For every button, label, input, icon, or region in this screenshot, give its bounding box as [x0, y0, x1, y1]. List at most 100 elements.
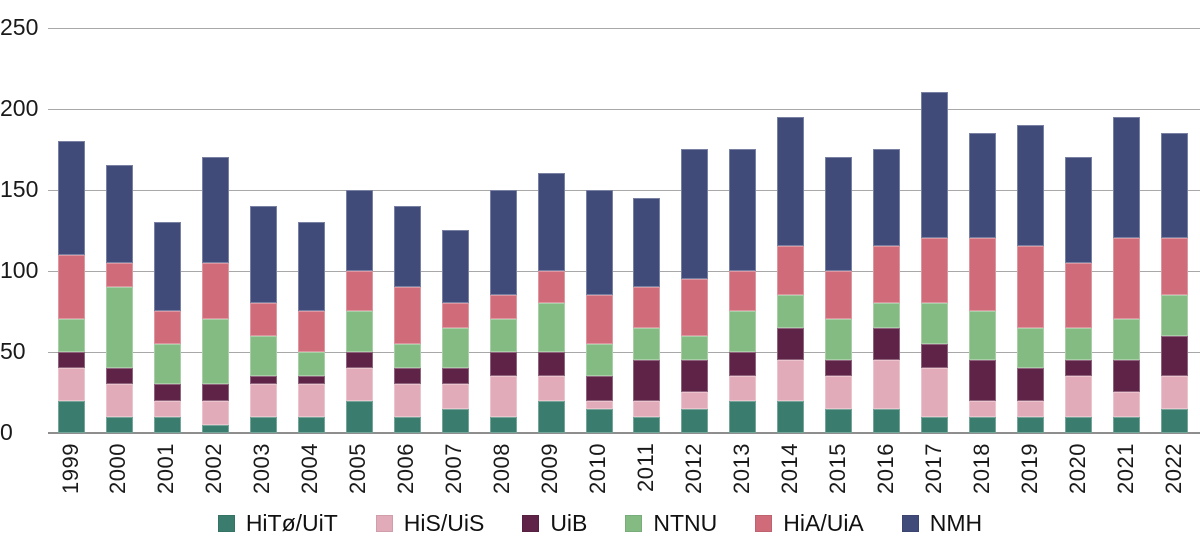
bar-segment-2014-NTNU [777, 295, 805, 328]
x-tick-label-1999: 1999 [57, 443, 83, 494]
y-tick-label-150: 150 [0, 175, 39, 202]
bar-segment-2002-NTNU [201, 319, 229, 385]
x-tick-label-2001: 2001 [153, 443, 179, 494]
bar-segment-2015-NMH [825, 157, 853, 271]
bar-segment-2009-HiA/UiA [537, 270, 565, 304]
bar-segment-2013-NTNU [729, 311, 757, 352]
bar-segment-2012-HiTø/UiT [681, 408, 709, 433]
legend-item-HiA/UiA: HiA/UiA [755, 512, 864, 535]
bar-segment-2018-HiTø/UiT [969, 416, 997, 433]
bar-segment-2002-HiS/UiS [201, 400, 229, 425]
bar-segment-2020-UiB [1065, 360, 1093, 377]
bar-segment-2005-HiTø/UiT [345, 400, 373, 433]
bar-segment-2019-NMH [1017, 124, 1045, 247]
bar-segment-2003-NTNU [249, 335, 277, 377]
bar-segment-2004-HiS/UiS [297, 384, 325, 417]
bar-segment-2011-HiS/UiS [633, 400, 661, 417]
bar-segment-2017-NTNU [921, 303, 949, 344]
bar-segment-2009-HiS/UiS [537, 376, 565, 401]
legend-item-HiS/UiS: HiS/UiS [375, 510, 485, 536]
bar-segment-2019-HiTø/UiT [1017, 416, 1045, 433]
legend-label: UiB [550, 510, 588, 536]
bar-segment-2017-NMH [921, 92, 949, 239]
legend-label: HiTø/UiT [245, 510, 338, 536]
legend-swatch-icon [755, 515, 773, 532]
bar-segment-2013-NMH [729, 149, 757, 271]
bar-segment-2005-HiA/UiA [345, 270, 373, 312]
x-tick-label-2013: 2013 [728, 443, 754, 494]
bar-segment-2002-HiA/UiA [201, 262, 229, 320]
bar-segment-2003-HiTø/UiT [249, 416, 277, 433]
bar-segment-2009-NTNU [537, 303, 565, 352]
bar-segment-2016-HiTø/UiT [873, 408, 901, 433]
bar-segment-2004-NTNU [297, 351, 325, 377]
bar-segment-2016-NMH [873, 149, 901, 247]
legend-item-UiB: UiB [522, 512, 587, 535]
x-tick-label-2015: 2015 [824, 443, 850, 494]
bar-segment-2022-UiB [1161, 335, 1188, 377]
x-tick-label-2003: 2003 [249, 443, 275, 494]
x-tick-label-2016: 2016 [872, 443, 898, 494]
bar-segment-2007-NMH [441, 230, 469, 304]
x-tick-label-2006: 2006 [393, 443, 419, 494]
bar-segment-2002-UiB [201, 384, 229, 401]
bar-segment-2016-HiA/UiA [873, 246, 901, 304]
legend-label: NTNU [653, 510, 718, 536]
bar-segment-2018-UiB [969, 360, 997, 401]
bar-segment-2011-HiTø/UiT [633, 416, 661, 433]
bar-segment-2007-HiS/UiS [441, 384, 469, 409]
bar-segment-2003-NMH [249, 205, 277, 304]
bar-segment-2001-HiS/UiS [153, 400, 181, 417]
bar-segment-2017-HiTø/UiT [921, 416, 949, 433]
bar-segment-2010-HiA/UiA [585, 295, 613, 344]
bar-segment-2017-UiB [921, 343, 949, 369]
bar-segment-2020-HiTø/UiT [1065, 416, 1093, 433]
bar-segment-2018-HiA/UiA [969, 238, 997, 312]
bar-segment-2014-NMH [777, 116, 805, 247]
bar-segment-2011-UiB [633, 360, 661, 401]
bar-segment-2010-NMH [585, 189, 613, 296]
bar-segment-2015-HiS/UiS [825, 376, 853, 409]
bar-segment-1999-UiB [58, 351, 85, 369]
bar-segment-2022-NTNU [1161, 295, 1188, 336]
bar-segment-2012-NTNU [681, 335, 709, 360]
x-tick-label-2008: 2008 [489, 443, 515, 494]
x-tick-label-2011: 2011 [632, 443, 658, 493]
bar-segment-2011-NMH [633, 197, 661, 287]
bar-segment-2003-UiB [249, 376, 277, 385]
bar-segment-1999-HiTø/UiT [58, 400, 85, 433]
bar-segment-2005-NTNU [345, 311, 373, 352]
x-tick-label-2009: 2009 [537, 443, 563, 494]
bar-segment-2020-HiA/UiA [1065, 262, 1093, 328]
legend-swatch-icon [625, 515, 643, 532]
bar-segment-2002-HiTø/UiT [201, 424, 229, 433]
bar-segment-2001-NMH [153, 222, 181, 312]
legend-label: NMH [929, 510, 983, 536]
legend-label: HiA/UiA [783, 510, 864, 536]
bar-segment-2005-UiB [345, 351, 373, 369]
bar-segment-2000-HiA/UiA [105, 262, 133, 288]
y-tick-label-50: 50 [0, 337, 26, 364]
bar-segment-2014-UiB [777, 327, 805, 360]
bar-segment-2010-NTNU [585, 343, 613, 377]
legend-label: HiS/UiS [403, 510, 485, 536]
x-tick-label-2010: 2010 [585, 443, 611, 494]
bar-segment-2022-HiS/UiS [1161, 376, 1188, 409]
bar-segment-2001-UiB [153, 384, 181, 401]
bar-segment-2019-HiS/UiS [1017, 400, 1045, 417]
bar-segment-2001-HiA/UiA [153, 311, 181, 344]
bar-segment-2018-NTNU [969, 311, 997, 360]
bar-segment-2006-HiTø/UiT [393, 416, 421, 433]
bar-segment-2021-NTNU [1113, 319, 1141, 360]
bar-segment-2004-NMH [297, 222, 325, 312]
bar-segment-2019-HiA/UiA [1017, 246, 1045, 328]
bar-segment-2022-NMH [1161, 132, 1188, 239]
bar-segment-2011-NTNU [633, 327, 661, 360]
bar-segment-2012-NMH [681, 149, 709, 279]
bar-segment-2009-NMH [537, 173, 565, 271]
bar-segment-2010-HiTø/UiT [585, 408, 613, 433]
x-tick-label-2004: 2004 [297, 443, 323, 494]
bar-segment-2017-HiS/UiS [921, 368, 949, 417]
bar-segment-2008-HiA/UiA [489, 295, 517, 320]
bar-segment-2013-UiB [729, 351, 757, 377]
